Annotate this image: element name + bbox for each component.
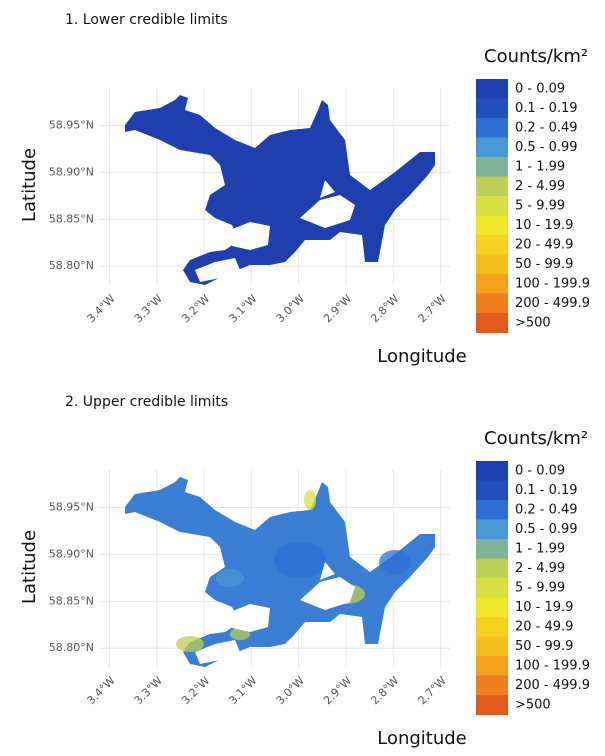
legend-swatch [476,118,508,138]
legend-swatch [476,196,508,216]
panel: 1. Lower credible limits 3.4°W 3.3°W 3.2°W 3… [19,12,590,367]
legend-label: 0.1 - 0.19 [515,101,578,116]
x-tick-label: 3.4°W [85,292,118,325]
legend-label: 10 - 19.9 [515,600,573,615]
map-patch [304,490,316,510]
legend-swatch [476,695,508,715]
legend-swatch [476,558,508,579]
legend-label: 2 - 4.99 [515,179,565,194]
legend-label: 1 - 1.99 [515,159,565,174]
y-tick-label: 58.90°N [49,165,94,178]
panel-title: 2. Upper credible limits [65,394,228,410]
map-patch [230,628,250,640]
legend-swatch [476,137,508,158]
legend-label: 20 - 49.9 [515,619,573,634]
legend-label: 0.1 - 0.19 [515,483,578,498]
x-tick-label: 2.8°W [368,292,401,325]
x-tick-label: 2.7°W [416,292,449,325]
panel-title: 1. Lower credible limits [65,12,228,28]
legend-title: Counts/km² [484,428,588,449]
legend-label: 100 - 199.9 [515,276,590,291]
map-patch [176,636,204,652]
legend-label: 1 - 1.99 [515,541,565,556]
legend-swatch [476,461,508,481]
legend-label: 0.5 - 0.99 [515,522,578,537]
legend-swatch [476,480,508,501]
y-tick-label: 58.95°N [49,119,94,132]
legend-swatch [476,539,508,559]
x-tick-label: 3.0°W [274,292,307,325]
y-tick-label: 58.85°N [49,594,94,607]
x-axis-label: Longitude [377,728,467,749]
legend-label: >500 [515,697,551,712]
x-tick-label: 3.2°W [179,674,212,707]
x-tick-label: 3.0°W [274,674,307,707]
y-tick-label: 58.95°N [49,501,94,514]
panels: 1. Lower credible limits 3.4°W 3.3°W 3.2°W 3… [19,12,590,749]
x-tick-label: 2.9°W [321,674,354,707]
y-axis-label: Latitude [19,530,40,604]
legend-label: 200 - 499.9 [515,678,590,693]
x-tick-label: 3.1°W [226,292,259,325]
legend-label: 2 - 4.99 [515,561,565,576]
x-axis-label: Longitude [377,346,467,367]
legend-swatch [476,636,508,657]
legend-swatch [476,313,508,333]
legend-swatch [476,597,508,618]
legend-swatch [476,215,508,236]
legend-label: 10 - 19.9 [515,218,573,233]
y-tick-label: 58.80°N [49,259,94,272]
x-tick-label: 2.9°W [321,292,354,325]
legend-label: 200 - 499.9 [515,296,590,311]
legend-label: 0.2 - 0.49 [515,120,578,135]
legend-label: 5 - 9.99 [515,198,565,213]
y-axis-label: Latitude [19,148,40,222]
legend-label: 100 - 199.9 [515,658,590,673]
legend-swatch [476,98,508,119]
legend-swatch [476,274,508,294]
legend-swatch [476,519,508,540]
legend-swatch [476,656,508,676]
legend-swatch [476,293,508,314]
panel: 2. Upper credible limits 3.4°W 3.3°W 3.2°W 3… [19,394,590,749]
legend-label: 20 - 49.9 [515,237,573,252]
x-tick-label: 3.3°W [132,674,165,707]
legend-label: >500 [515,315,551,330]
legend-label: 0.5 - 0.99 [515,140,578,155]
legend-swatch [476,157,508,177]
legend-label: 0 - 0.09 [515,463,565,478]
x-tick-label: 3.4°W [85,674,118,707]
y-tick-label: 58.85°N [49,212,94,225]
legend-title: Counts/km² [484,46,588,67]
x-tick-label: 2.8°W [368,674,401,707]
map-patch [274,542,326,578]
x-tick-label: 3.1°W [226,674,259,707]
y-tick-label: 58.90°N [49,547,94,560]
x-tick-label: 3.2°W [179,292,212,325]
x-tick-label: 2.7°W [416,674,449,707]
legend-swatch [476,500,508,520]
map-area [125,95,435,285]
legend-swatch [476,235,508,255]
legend-swatch [476,176,508,197]
map-patch [216,569,244,587]
legend-swatch [476,254,508,275]
legend-swatch [476,578,508,598]
map-patch [379,550,411,574]
legend-label: 50 - 99.9 [515,639,573,654]
legend-label: 50 - 99.9 [515,257,573,272]
legend-label: 0 - 0.09 [515,81,565,96]
legend-swatch [476,675,508,696]
legend-swatch [476,79,508,99]
legend-swatch [476,617,508,637]
y-tick-label: 58.80°N [49,641,94,654]
legend-label: 0.2 - 0.49 [515,502,578,517]
x-tick-label: 3.3°W [132,292,165,325]
legend-label: 5 - 9.99 [515,580,565,595]
